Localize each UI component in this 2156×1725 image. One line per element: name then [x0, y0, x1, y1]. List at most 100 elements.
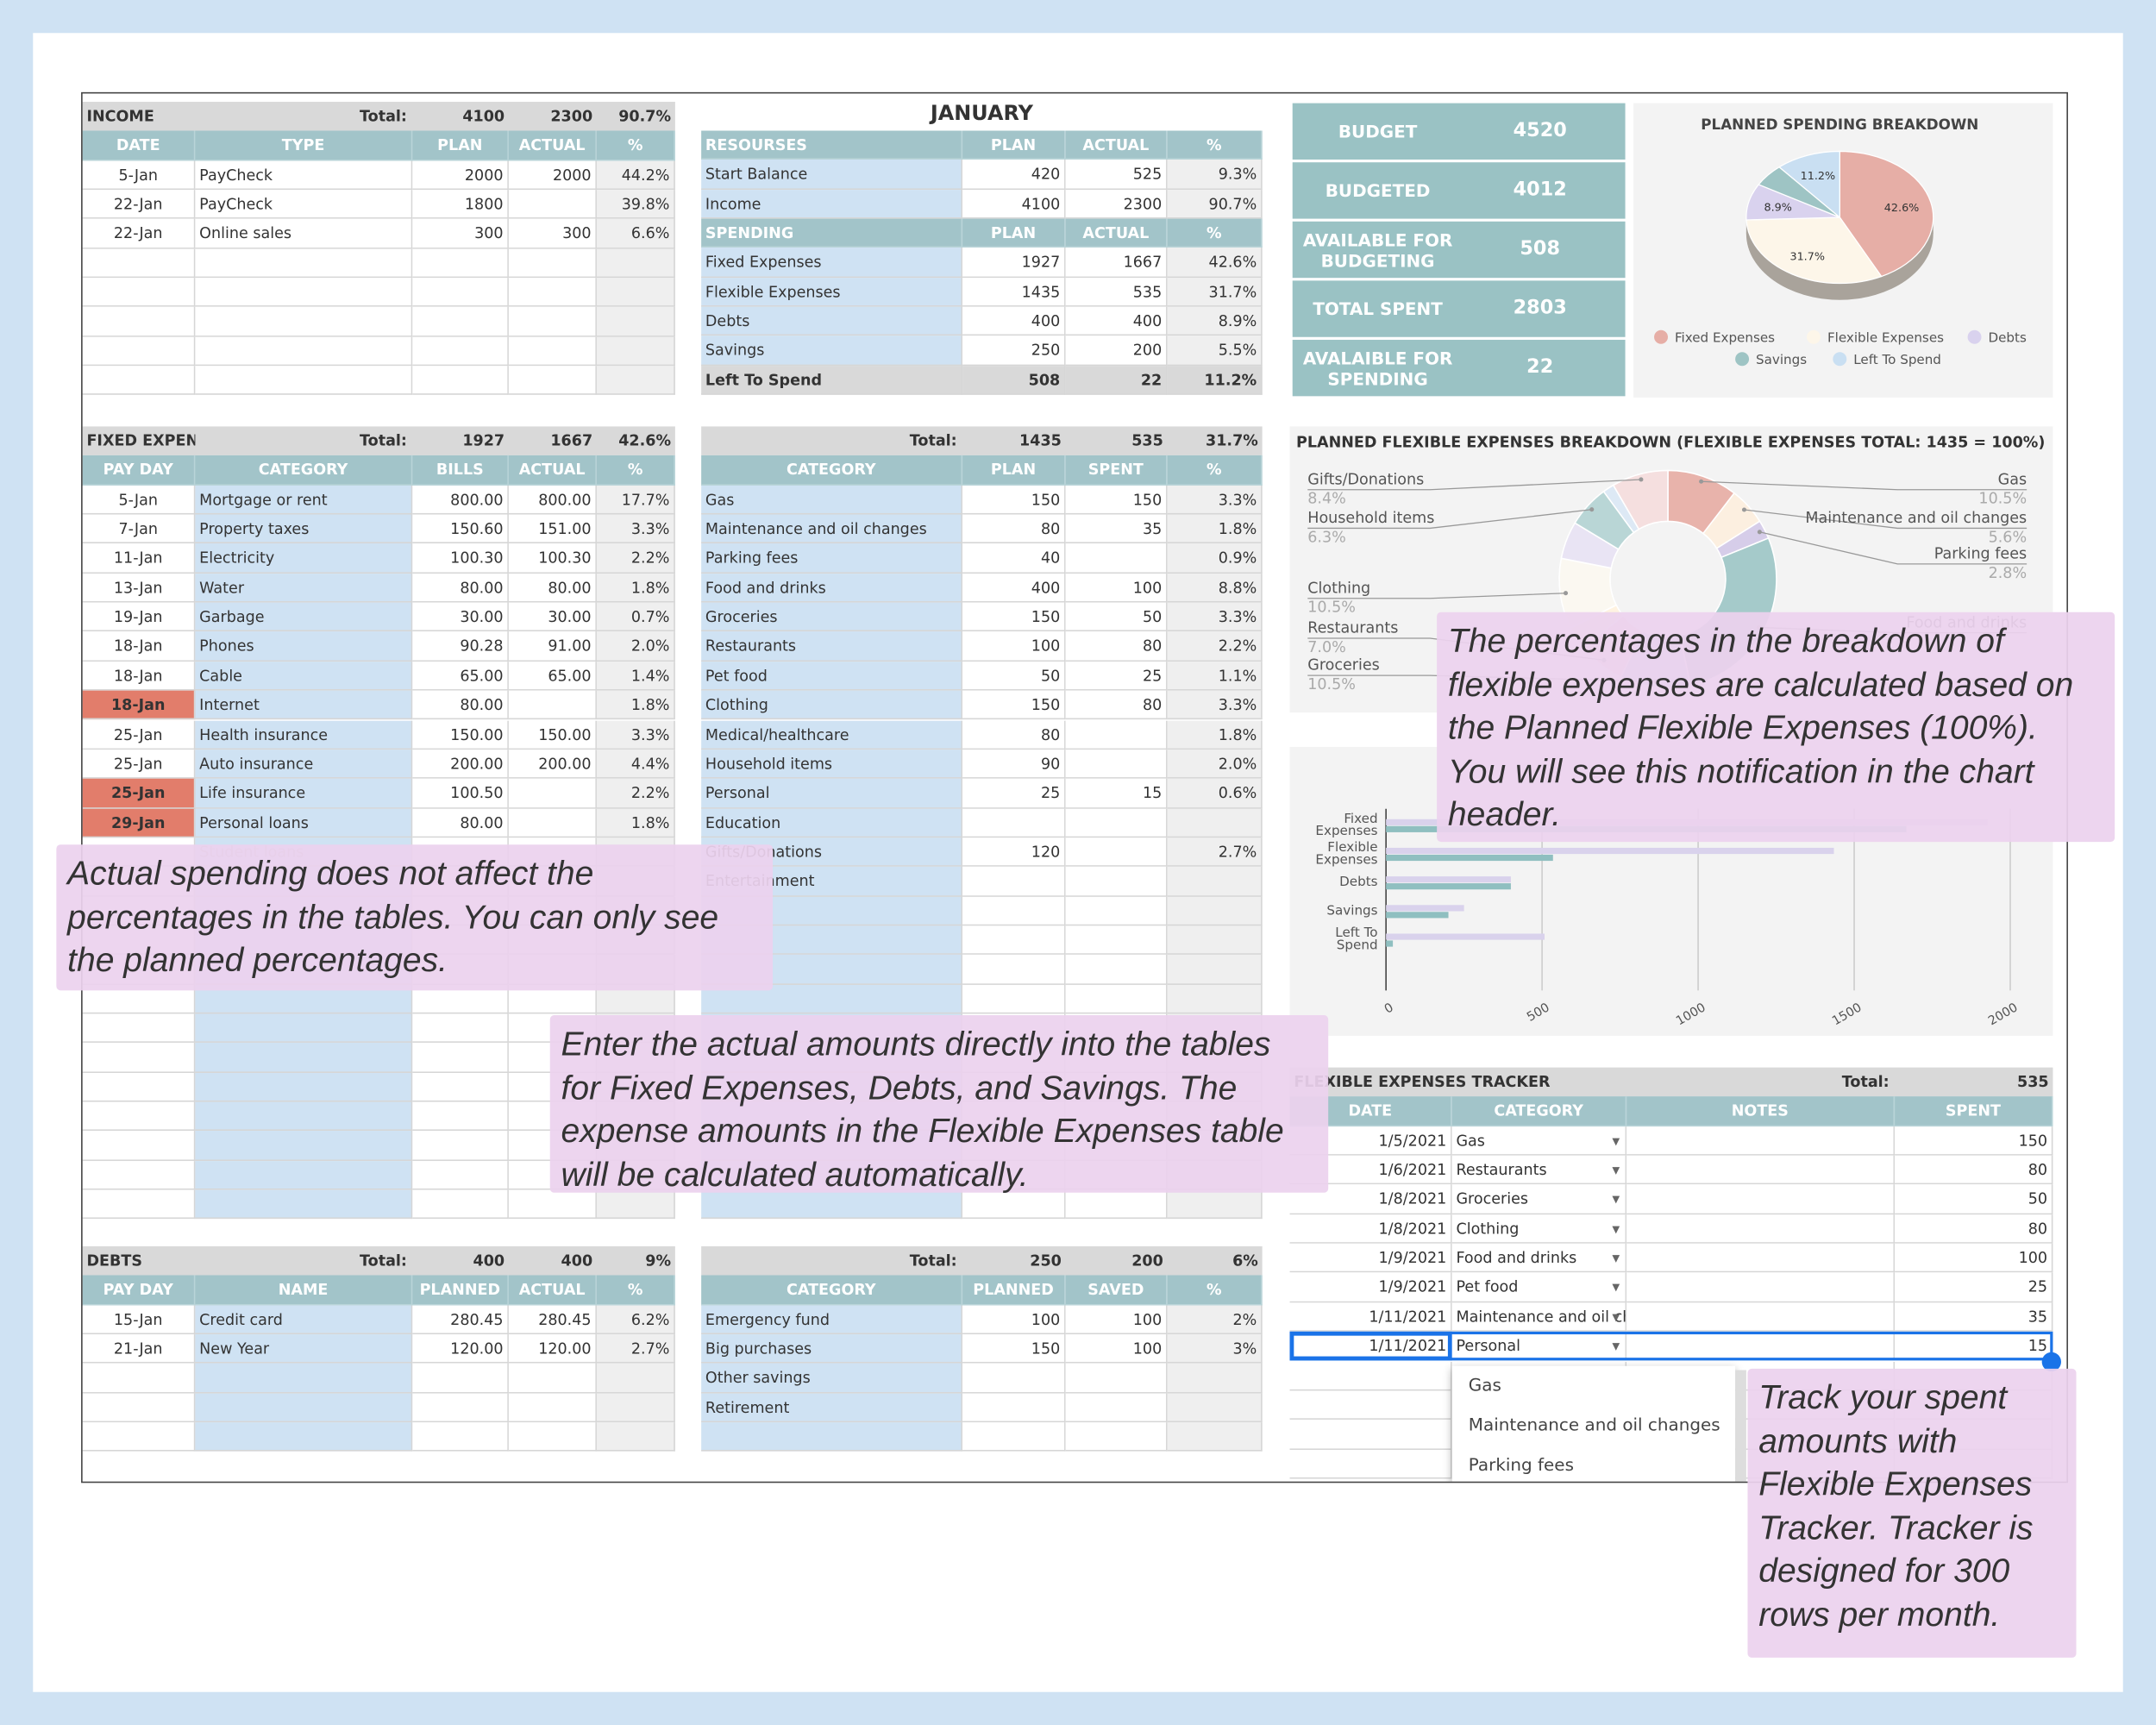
bar — [1386, 912, 1449, 919]
empty-cell — [1065, 1422, 1168, 1452]
dropdown-option[interactable]: Maintenance and oil changes — [1468, 1414, 1720, 1435]
empty-cell — [508, 307, 597, 337]
column-header: % — [596, 1276, 675, 1306]
slice-label: 31.7% — [1789, 251, 1825, 264]
empty-cell — [1167, 1189, 1263, 1220]
empty-cell — [596, 1422, 675, 1452]
cell: 1.8% — [1167, 514, 1263, 544]
empty-cell — [1065, 808, 1168, 838]
empty-cell — [412, 307, 509, 337]
leader-line — [1701, 480, 2028, 491]
empty-cell — [701, 1189, 963, 1220]
cell: Cable — [195, 661, 413, 691]
cell: 3.3% — [1167, 690, 1263, 720]
title-row — [82, 102, 675, 132]
cell: 2% — [1167, 1305, 1263, 1335]
selected-cell — [1289, 1332, 1452, 1362]
empty-cell — [82, 278, 196, 308]
slice-name: Gas — [1998, 471, 2027, 488]
cell: 1667 — [1065, 248, 1168, 278]
cell: Credit card — [195, 1305, 413, 1335]
cell: Phones — [195, 631, 413, 662]
budget-box — [1292, 280, 1626, 337]
slice-name: Restaurants — [1307, 620, 1398, 637]
empty-cell — [962, 808, 1066, 838]
cell: 22 — [1065, 365, 1168, 395]
cell: Internet — [195, 690, 413, 720]
leader-line — [1759, 531, 2028, 565]
empty-cell — [962, 867, 1066, 897]
cell: 50 — [962, 661, 1066, 691]
fill-handle — [2041, 1352, 2061, 1372]
cell: 2.7% — [596, 1334, 675, 1364]
cell: 508 — [962, 365, 1066, 395]
cell: 120.00 — [412, 1334, 509, 1364]
cell: Education — [701, 808, 963, 838]
cell: 300 — [508, 219, 597, 249]
column-header: ACTUAL — [508, 455, 597, 486]
cell: 21-Jan — [82, 1334, 196, 1364]
empty-cell — [1167, 808, 1263, 838]
column-header: % — [1167, 130, 1263, 160]
cell: 300 — [412, 219, 509, 249]
empty-cell — [195, 336, 413, 367]
total-value: 90.7% — [618, 107, 672, 126]
column-header: SPENT — [1895, 1096, 2053, 1126]
cell: 150 — [962, 485, 1066, 515]
cell: 5-Jan — [82, 160, 196, 191]
cell: 80 — [1065, 631, 1168, 662]
cell: 2000 — [412, 160, 509, 191]
table-title: INCOME — [86, 107, 154, 126]
cell: 2.2% — [596, 543, 675, 574]
cell: 2.0% — [1167, 749, 1263, 780]
slice-label: 8.9% — [1764, 201, 1791, 214]
cell: Pet food — [1451, 1272, 1627, 1303]
cell: Groceries — [701, 602, 963, 632]
cell: 100 — [1065, 1334, 1168, 1364]
cell: 80 — [1895, 1214, 2053, 1244]
cell: 400 — [962, 306, 1066, 336]
empty-cell — [412, 1072, 509, 1102]
column-header: NOTES — [1626, 1096, 1896, 1126]
dropdown-option[interactable]: Gas — [1468, 1374, 1501, 1396]
cell: 2000 — [508, 160, 597, 191]
cell: 150.00 — [412, 719, 509, 750]
empty-cell — [1626, 1184, 1896, 1214]
cell: 1800 — [412, 190, 509, 220]
empty-cell — [508, 366, 597, 396]
annotation: The percentages in the breakdown of flex… — [1437, 612, 2115, 843]
empty-cell — [412, 1393, 509, 1423]
total-value: 400 — [473, 1251, 505, 1270]
pie-slice — [1839, 150, 1934, 278]
empty-cell — [412, 336, 509, 367]
empty-cell — [962, 1422, 1066, 1452]
cell: 25 — [1065, 661, 1168, 691]
cell: 5.5% — [1167, 336, 1263, 366]
legend-swatch — [1807, 329, 1821, 344]
cell: 1435 — [962, 277, 1066, 307]
cell: Other savings — [701, 1364, 963, 1394]
total-value: 1435 — [1019, 431, 1062, 450]
dropdown-option[interactable]: Parking fees — [1468, 1453, 1574, 1475]
cell: 420 — [962, 160, 1066, 190]
empty-cell — [412, 366, 509, 396]
cell: Income — [701, 189, 963, 219]
cell: 1/8/2021 — [1289, 1214, 1452, 1244]
cell: 100.30 — [508, 543, 597, 574]
cell: Electricity — [195, 543, 413, 574]
cell: 11.2% — [1167, 365, 1263, 395]
column-header: CATEGORY — [195, 455, 413, 486]
empty-cell — [82, 1013, 196, 1044]
column-header: TYPE — [195, 131, 413, 161]
table-title: DEBTS — [86, 1251, 142, 1270]
cell: Groceries — [1451, 1184, 1627, 1214]
budget-value: 4520 — [1513, 119, 1567, 142]
empty-cell — [1065, 925, 1168, 956]
cell: Property taxes — [195, 514, 413, 544]
cell: 100 — [962, 631, 1066, 662]
cell: 90.7% — [1167, 189, 1263, 219]
title-row — [82, 426, 675, 456]
cell: 6.6% — [596, 219, 675, 249]
cell: 31.7% — [1167, 277, 1263, 307]
leader-dot — [1589, 507, 1595, 512]
